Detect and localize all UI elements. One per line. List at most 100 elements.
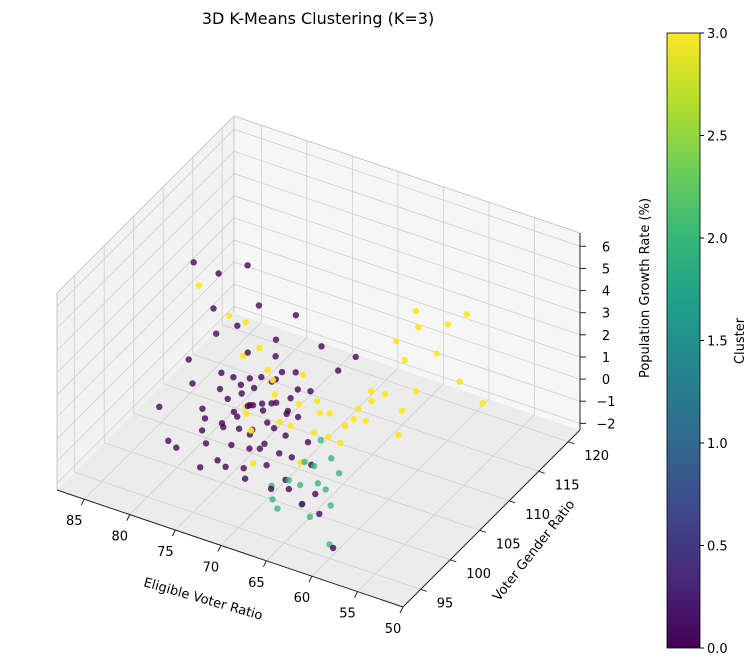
data-point bbox=[222, 463, 229, 470]
data-point bbox=[278, 368, 286, 376]
z-tick-label: 5 bbox=[602, 262, 610, 277]
z-axis-label: Population Growth Rate (%) bbox=[638, 198, 653, 378]
floor-grid-x bbox=[311, 398, 490, 577]
x-tick-label: 75 bbox=[157, 545, 174, 560]
data-point bbox=[274, 505, 281, 512]
data-point bbox=[276, 450, 283, 457]
data-point bbox=[316, 510, 323, 518]
data-point bbox=[240, 465, 247, 472]
data-point bbox=[214, 457, 221, 464]
data-point bbox=[294, 386, 301, 393]
data-point bbox=[199, 405, 206, 412]
x-tick bbox=[354, 591, 358, 598]
z-tick-label: −2 bbox=[596, 417, 615, 432]
data-point bbox=[294, 413, 302, 421]
data-point bbox=[234, 413, 241, 420]
data-point bbox=[195, 282, 203, 289]
data-point bbox=[259, 407, 267, 414]
data-point bbox=[269, 376, 276, 384]
y-tick bbox=[509, 500, 516, 504]
data-point bbox=[216, 385, 224, 393]
data-point bbox=[287, 395, 294, 402]
colorbar: 0.0 0.5 1.0 1.5 2.0 2.5 3.0 Cluster bbox=[666, 27, 748, 657]
data-point bbox=[362, 417, 369, 425]
pane-edge bbox=[233, 115, 581, 234]
y-tick-label: 95 bbox=[437, 596, 454, 611]
data-point bbox=[299, 371, 307, 379]
x-tick bbox=[217, 545, 222, 552]
y-axis-line bbox=[402, 429, 581, 608]
data-point bbox=[444, 321, 452, 328]
data-point bbox=[246, 375, 253, 382]
x-tick bbox=[171, 529, 176, 537]
data-point bbox=[271, 391, 278, 398]
back-grid-z bbox=[233, 173, 581, 291]
z-tick-label: −1 bbox=[596, 395, 615, 410]
back-grid-z bbox=[233, 217, 581, 336]
left-grid-z bbox=[56, 173, 235, 351]
data-point bbox=[246, 445, 253, 452]
colorbar-label: Cluster bbox=[733, 317, 748, 364]
colorbar-ticks: 0.0 0.5 1.0 1.5 2.0 2.5 3.0 bbox=[700, 27, 728, 657]
data-point bbox=[250, 384, 258, 392]
data-point bbox=[218, 369, 225, 376]
data-point bbox=[272, 336, 280, 343]
x-tick bbox=[262, 560, 267, 568]
data-point bbox=[256, 445, 264, 452]
y-tick-label: 115 bbox=[555, 478, 580, 493]
data-point bbox=[463, 311, 470, 318]
y-tick-label: 110 bbox=[525, 508, 550, 523]
y-tick-label: 100 bbox=[466, 567, 491, 582]
data-point bbox=[270, 425, 278, 432]
colorbar-tick-label: 1.5 bbox=[707, 335, 728, 350]
colorbar-tick-label: 0.0 bbox=[707, 642, 728, 657]
data-point bbox=[263, 462, 270, 469]
data-point bbox=[306, 513, 314, 520]
floor-grid-x bbox=[84, 321, 262, 500]
data-point bbox=[287, 422, 294, 430]
data-point bbox=[393, 338, 400, 345]
data-point bbox=[258, 400, 266, 407]
data-point bbox=[412, 307, 420, 315]
colorbar-tick-label: 2.5 bbox=[707, 130, 728, 145]
data-point bbox=[243, 410, 250, 417]
left-grid-z bbox=[56, 239, 235, 418]
data-point bbox=[240, 352, 247, 359]
floor-grid-x bbox=[129, 337, 308, 515]
data-point bbox=[299, 500, 306, 508]
data-point bbox=[313, 397, 321, 405]
data-point bbox=[352, 353, 359, 361]
x-tick bbox=[126, 514, 131, 521]
data-point bbox=[292, 312, 300, 319]
back-grid-z bbox=[233, 261, 581, 380]
back-grid-z bbox=[233, 128, 581, 247]
data-point bbox=[238, 390, 245, 397]
colorbar-tick-label: 1.0 bbox=[707, 437, 728, 452]
left-grid-z bbox=[56, 151, 235, 329]
data-point bbox=[401, 356, 408, 364]
x-tick-label: 70 bbox=[203, 560, 220, 575]
left-grid-z bbox=[56, 129, 235, 307]
data-point bbox=[307, 388, 314, 395]
data-point bbox=[312, 490, 319, 498]
data-point bbox=[256, 344, 263, 351]
data-point bbox=[244, 262, 251, 269]
data-point bbox=[249, 402, 257, 409]
chart-title: 3D K-Means Clustering (K=3) bbox=[202, 9, 434, 28]
data-point bbox=[328, 455, 335, 462]
data-point bbox=[264, 366, 271, 374]
data-point bbox=[241, 475, 249, 482]
left-grid-z bbox=[56, 217, 235, 396]
left-pane bbox=[57, 116, 234, 490]
y-tick bbox=[568, 441, 575, 445]
z-tick-label: 4 bbox=[602, 285, 610, 300]
data-point bbox=[173, 444, 180, 451]
colorbar-tick-label: 3.0 bbox=[707, 27, 728, 42]
floor-grid-y bbox=[222, 324, 569, 443]
floor-grid-y bbox=[163, 383, 510, 502]
data-point bbox=[326, 410, 333, 417]
floor-pane bbox=[57, 313, 580, 607]
data-point bbox=[288, 454, 295, 461]
data-point bbox=[336, 439, 344, 447]
